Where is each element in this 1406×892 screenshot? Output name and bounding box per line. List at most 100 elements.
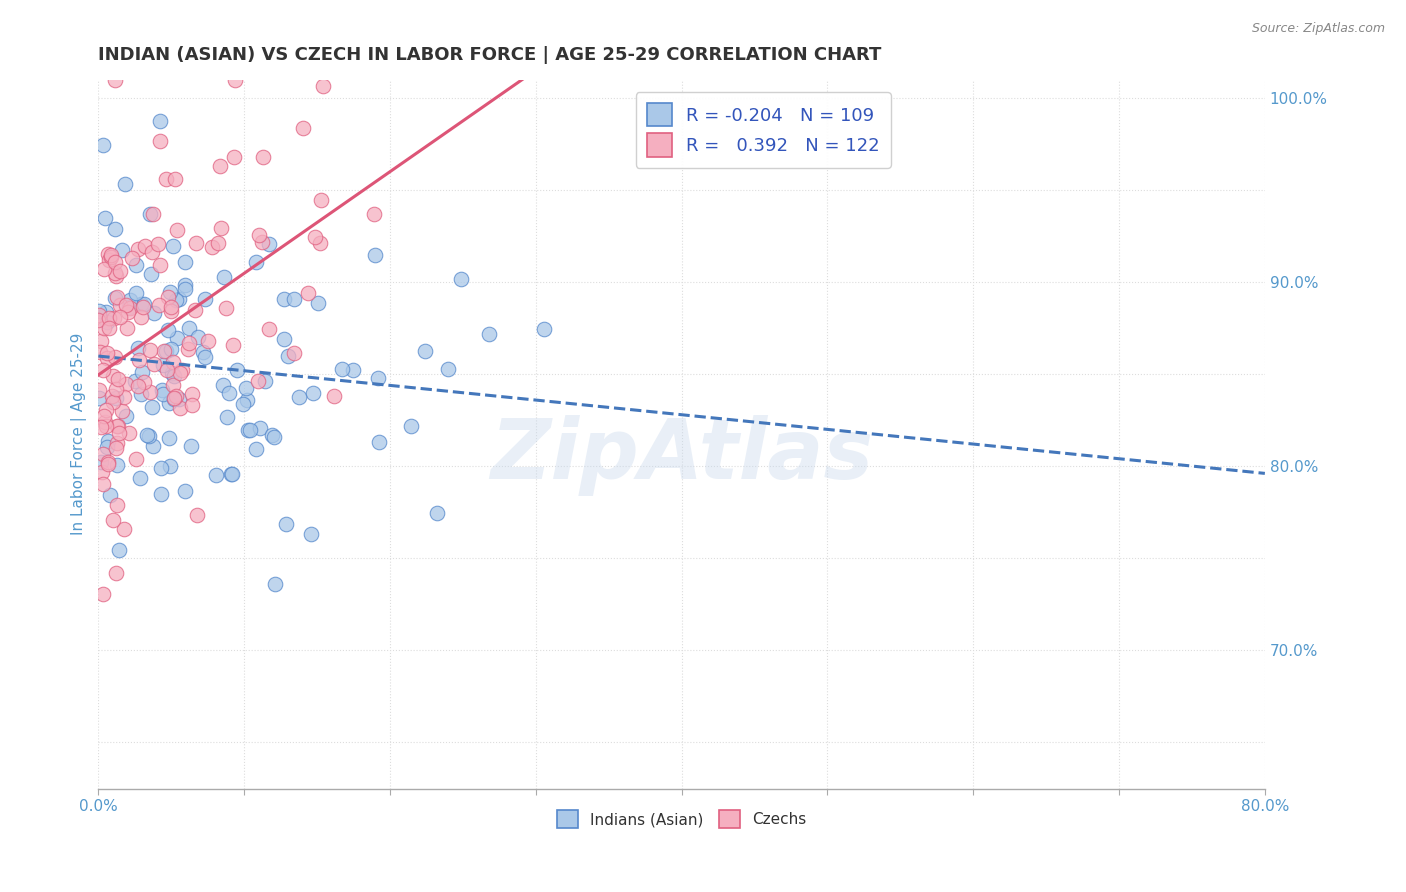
- Point: [115, 409, 138, 424]
- Point: [143, 306, 166, 320]
- Point: [413, 343, 436, 358]
- Point: [97, 246, 120, 260]
- Point: [118, 425, 141, 440]
- Point: [273, 292, 295, 306]
- Point: [104, 255, 127, 269]
- Point: [257, 236, 280, 251]
- Point: [209, 159, 232, 173]
- Point: [142, 207, 165, 221]
- Point: [165, 388, 187, 402]
- Point: [224, 72, 246, 87]
- Point: [252, 150, 274, 164]
- Point: [159, 285, 181, 299]
- Point: [399, 419, 422, 434]
- Point: [437, 361, 460, 376]
- Point: [103, 310, 125, 325]
- Point: [141, 400, 163, 414]
- Point: [89, 344, 111, 359]
- Point: [96, 351, 118, 365]
- Point: [149, 487, 172, 501]
- Point: [132, 297, 155, 311]
- Point: [302, 385, 325, 400]
- Point: [224, 150, 246, 164]
- Point: [118, 301, 141, 315]
- Point: [249, 420, 271, 434]
- Point: [149, 460, 172, 475]
- Point: [98, 320, 121, 334]
- Point: [94, 415, 117, 429]
- Point: [149, 258, 172, 272]
- Point: [342, 363, 364, 377]
- Point: [125, 452, 148, 467]
- Point: [115, 376, 138, 391]
- Point: [252, 235, 274, 250]
- Point: [91, 587, 114, 601]
- Point: [93, 261, 115, 276]
- Point: [194, 350, 217, 364]
- Point: [245, 442, 267, 457]
- Point: [245, 255, 267, 269]
- Point: [124, 374, 146, 388]
- Point: [96, 440, 118, 454]
- Point: [186, 508, 208, 523]
- Point: [163, 392, 186, 406]
- Point: [93, 409, 115, 423]
- Point: [367, 371, 389, 385]
- Point: [160, 342, 183, 356]
- Point: [142, 439, 165, 453]
- Point: [105, 566, 128, 581]
- Point: [150, 383, 173, 397]
- Point: [131, 365, 153, 379]
- Point: [149, 113, 172, 128]
- Point: [118, 300, 141, 314]
- Point: [108, 264, 131, 278]
- Point: [91, 137, 114, 152]
- Point: [276, 516, 298, 531]
- Point: [181, 398, 204, 412]
- Point: [138, 429, 160, 443]
- Legend: Indians (Asian), Czechs: Indians (Asian), Czechs: [550, 805, 813, 834]
- Point: [117, 305, 139, 319]
- Point: [104, 72, 127, 87]
- Point: [257, 322, 280, 336]
- Point: [217, 410, 239, 425]
- Point: [181, 387, 204, 401]
- Point: [108, 310, 131, 324]
- Point: [312, 79, 335, 94]
- Point: [157, 431, 180, 445]
- Point: [104, 350, 127, 364]
- Point: [309, 193, 332, 207]
- Point: [194, 292, 217, 306]
- Point: [184, 302, 207, 317]
- Point: [110, 404, 132, 418]
- Point: [163, 392, 186, 406]
- Point: [155, 172, 177, 186]
- Point: [125, 258, 148, 272]
- Point: [93, 211, 115, 225]
- Point: [146, 237, 169, 252]
- Point: [235, 392, 257, 407]
- Point: [105, 498, 128, 512]
- Point: [218, 385, 240, 400]
- Point: [162, 378, 184, 392]
- Point: [149, 134, 172, 148]
- Point: [264, 577, 287, 591]
- Point: [94, 418, 117, 433]
- Point: [136, 428, 159, 442]
- Point: [141, 244, 163, 259]
- Point: [172, 363, 194, 377]
- Point: [87, 308, 110, 322]
- Point: [221, 467, 243, 481]
- Point: [127, 341, 149, 355]
- Point: [288, 390, 311, 404]
- Point: [93, 321, 115, 335]
- Point: [263, 429, 285, 443]
- Point: [247, 374, 270, 388]
- Point: [160, 303, 183, 318]
- Point: [94, 403, 117, 417]
- Point: [91, 466, 114, 480]
- Point: [166, 331, 188, 345]
- Point: [180, 439, 202, 453]
- Point: [104, 391, 127, 405]
- Point: [104, 292, 127, 306]
